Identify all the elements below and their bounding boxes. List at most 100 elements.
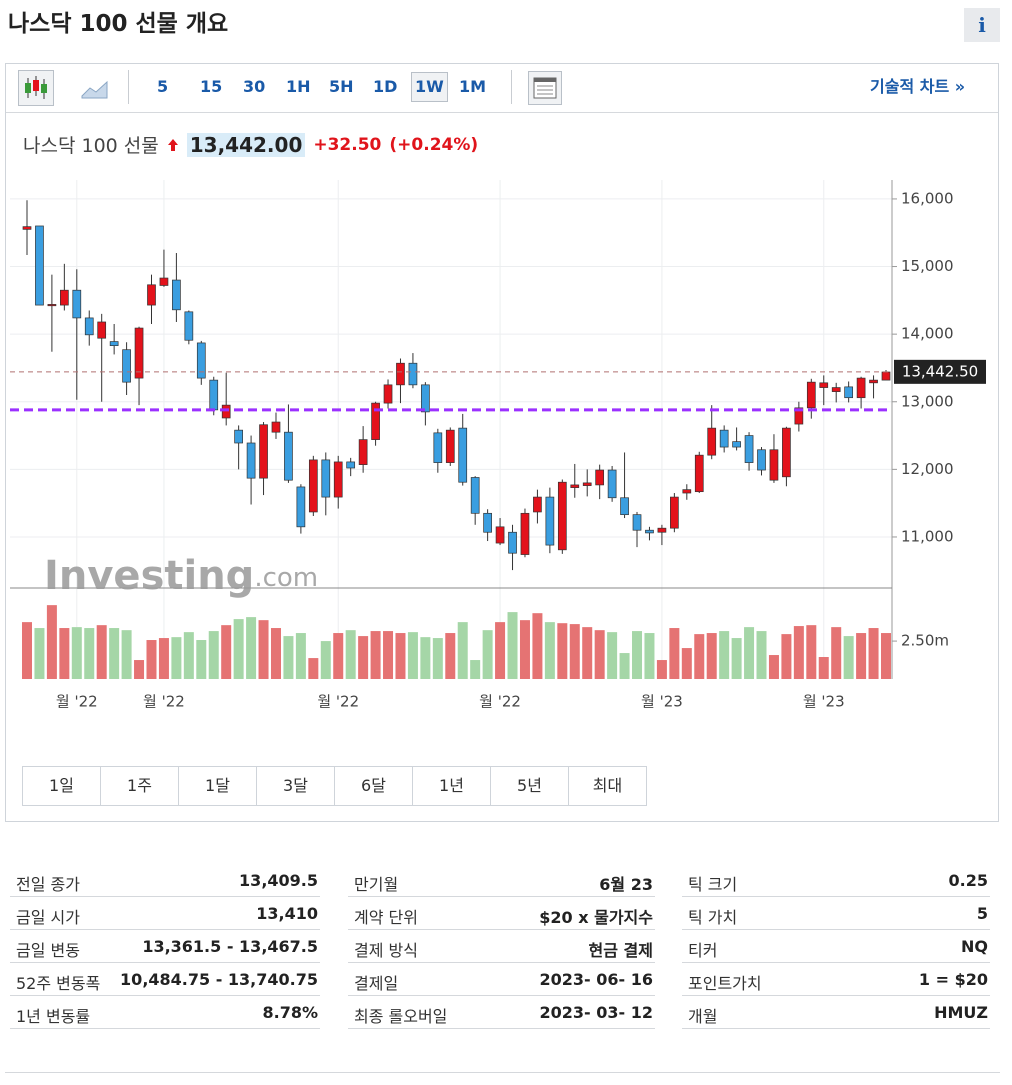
volume-bar <box>407 632 418 679</box>
quote-line: 나스닥 100 선물 13,442.00 +32.50 (+0.24%) <box>23 131 478 158</box>
interval-button[interactable]: 1D <box>373 77 398 96</box>
range-button[interactable]: 1일 <box>22 766 101 806</box>
info-button[interactable]: i <box>964 8 1000 42</box>
volume-bar <box>134 660 145 679</box>
stats-row: 틱 크기 0.25 <box>682 865 990 897</box>
candle-body <box>881 371 891 381</box>
technical-chart-link[interactable]: 기술적 차트 » <box>870 77 966 96</box>
chart-widget <box>5 63 999 822</box>
volume-bar <box>519 620 530 679</box>
stat-value: 5 <box>976 904 988 923</box>
range-button[interactable]: 5년 <box>490 766 569 806</box>
candle-body <box>445 429 455 463</box>
up-arrow <box>167 138 178 151</box>
stats-row: 결제일 2023- 06- 16 <box>348 964 655 996</box>
volume-bar <box>34 628 45 679</box>
candle-icon[interactable] <box>18 70 54 106</box>
stats-row: 결제 방식 현금 결제 <box>348 931 655 963</box>
volume-bar <box>295 633 306 679</box>
range-button[interactable]: 최대 <box>568 766 647 806</box>
volume-bar <box>158 638 169 679</box>
candle-body <box>97 321 107 339</box>
volume-bar <box>22 622 32 679</box>
volume-bar <box>283 636 294 679</box>
x-tick-label: 월 '22 <box>479 693 521 711</box>
candle-body <box>122 349 131 383</box>
candle-body <box>246 442 256 479</box>
interval-button[interactable]: 5 <box>157 77 169 96</box>
volume-bar <box>121 630 132 679</box>
volume-bar <box>196 640 207 679</box>
y-tick-label: 14,000 <box>901 325 954 343</box>
interval-button[interactable]: 30 <box>243 77 266 96</box>
table-icon[interactable] <box>528 71 562 105</box>
stats-row: 금일 시가 13,410 <box>10 898 320 930</box>
candle-body <box>358 439 368 465</box>
candle-body <box>819 382 829 388</box>
volume-bar <box>619 653 630 679</box>
candle-body <box>508 531 517 554</box>
stat-label: 틱 크기 <box>688 875 738 894</box>
stat-label: 계약 단위 <box>354 908 418 927</box>
x-tick-label: 월 '23 <box>803 693 845 711</box>
y-tick-label: 12,000 <box>901 460 954 478</box>
candle-body <box>47 304 57 307</box>
toolbar: 5 15 30 1H 5H 1D 1W 1M <box>6 64 998 113</box>
volume-bar <box>358 636 369 679</box>
volume-bar <box>320 641 331 679</box>
volume-bar <box>818 657 829 679</box>
interval-button[interactable]: 1M <box>459 77 487 96</box>
stat-label: 금일 시가 <box>16 908 80 927</box>
candle-body <box>545 496 555 546</box>
candle-body <box>533 496 542 513</box>
interval-button[interactable]: 1W <box>411 72 448 102</box>
watermark-main: Investing <box>44 553 254 599</box>
candle-body <box>794 407 804 425</box>
candle-body <box>495 526 505 544</box>
range-button[interactable]: 6달 <box>334 766 413 806</box>
candle-body <box>196 342 206 379</box>
last-price-box <box>894 359 986 384</box>
volume-bar <box>457 622 468 679</box>
candle-body <box>632 514 642 531</box>
separator <box>511 70 512 104</box>
candle-body <box>184 311 194 341</box>
volume-bar <box>768 655 779 679</box>
interval-button[interactable]: 5H <box>329 77 354 96</box>
stat-label: 결제 방식 <box>354 941 418 960</box>
interval-button[interactable]: 1H <box>286 77 311 96</box>
candle-body <box>84 317 94 336</box>
interval-button[interactable]: 15 <box>200 77 223 96</box>
candle-body <box>806 381 816 409</box>
candle-body <box>308 459 318 513</box>
range-buttons: 1일 1주 1달 3달 6달 1년 5년 최대 <box>22 766 647 806</box>
candle-body <box>333 461 343 498</box>
candle-body <box>520 512 530 555</box>
volume-bar <box>370 631 381 679</box>
volume-bar <box>183 632 194 679</box>
range-button[interactable]: 3달 <box>256 766 335 806</box>
candle-body <box>620 497 629 516</box>
page-title: 나스닥 100 선물 개요 <box>8 11 229 37</box>
candle-body <box>109 341 119 346</box>
line-icon[interactable] <box>80 74 110 102</box>
stats-row: 금일 변동 13,361.5 - 13,467.5 <box>10 931 320 963</box>
volume-bar <box>308 658 319 679</box>
candle-body <box>869 379 878 384</box>
y-tick-label: 15,000 <box>901 257 954 275</box>
candle-body <box>769 449 779 481</box>
candle-body <box>172 279 181 311</box>
stat-label: 결제일 <box>354 974 399 993</box>
candle-body <box>582 482 592 486</box>
range-button[interactable]: 1주 <box>100 766 179 806</box>
volume-bar <box>258 620 269 679</box>
range-button[interactable]: 1달 <box>178 766 257 806</box>
volume-bar <box>96 625 107 679</box>
y-tick-label: 13,000 <box>901 392 954 410</box>
volume-bar <box>221 625 232 679</box>
volume-bar <box>59 628 70 679</box>
volume-bar <box>345 630 356 679</box>
candle-body <box>856 377 866 399</box>
range-button[interactable]: 1년 <box>412 766 491 806</box>
